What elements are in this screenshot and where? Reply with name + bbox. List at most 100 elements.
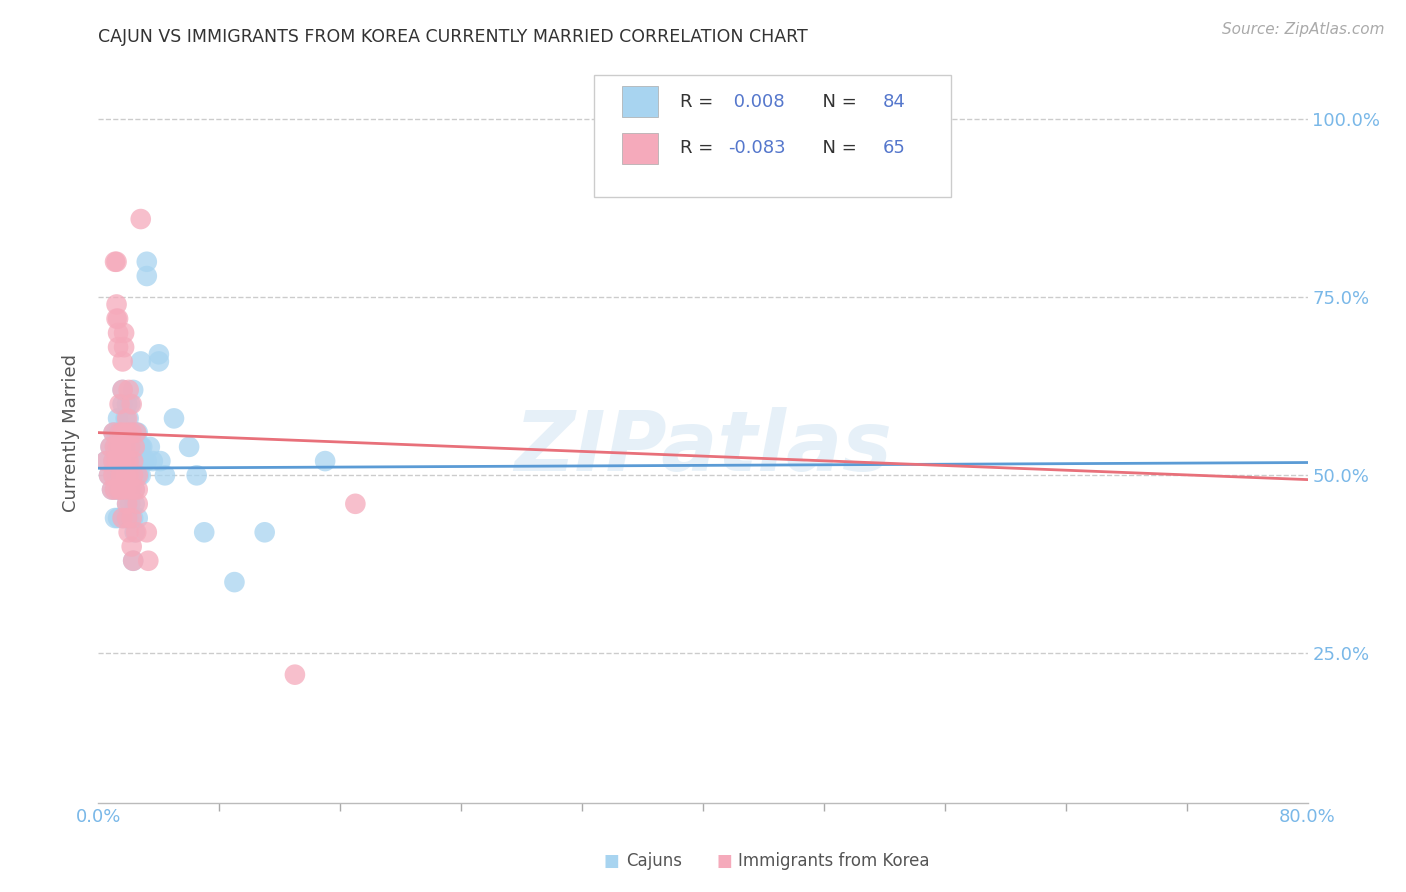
Text: 0.008: 0.008: [728, 93, 785, 111]
Point: [114, 483, 136, 497]
Point: [139, 440, 162, 454]
Text: N =: N =: [811, 93, 862, 111]
Point: [111, 511, 134, 525]
Point: [105, 454, 128, 468]
Point: [193, 525, 215, 540]
Point: [100, 440, 122, 454]
Point: [120, 397, 142, 411]
Text: Immigrants from Korea: Immigrants from Korea: [738, 852, 929, 870]
Point: [314, 454, 336, 468]
Point: [127, 425, 149, 440]
Point: [103, 468, 125, 483]
Point: [122, 454, 145, 468]
Point: [108, 454, 131, 468]
Point: [121, 425, 143, 440]
Text: CAJUN VS IMMIGRANTS FROM KOREA CURRENTLY MARRIED CORRELATION CHART: CAJUN VS IMMIGRANTS FROM KOREA CURRENTLY…: [98, 28, 808, 45]
Point: [118, 525, 141, 540]
Point: [127, 497, 149, 511]
Point: [107, 440, 129, 454]
Point: [105, 454, 128, 468]
Point: [115, 468, 138, 483]
Point: [103, 425, 125, 440]
Point: [114, 425, 136, 440]
Point: [107, 411, 129, 425]
Point: [104, 483, 127, 497]
Point: [122, 511, 145, 525]
Point: [108, 425, 131, 440]
Point: [253, 525, 276, 540]
Point: [111, 425, 134, 440]
Point: [114, 511, 136, 525]
Point: [104, 483, 127, 497]
Point: [120, 497, 142, 511]
Point: [115, 425, 138, 440]
Point: [135, 254, 157, 268]
Point: [115, 511, 138, 525]
Point: [121, 511, 143, 525]
Point: [108, 483, 131, 497]
Point: [122, 554, 145, 568]
Point: [103, 454, 125, 468]
Text: 65: 65: [883, 139, 905, 157]
Point: [124, 497, 146, 511]
Point: [125, 425, 148, 440]
Point: [115, 454, 138, 468]
Point: [101, 483, 124, 497]
Point: [135, 268, 157, 283]
Point: [107, 326, 129, 340]
Point: [120, 454, 142, 468]
Point: [114, 468, 136, 483]
Point: [124, 483, 146, 497]
Point: [128, 454, 150, 468]
Point: [120, 440, 142, 454]
Point: [112, 468, 135, 483]
Point: [107, 311, 129, 326]
Point: [110, 468, 132, 483]
Point: [103, 425, 125, 440]
Point: [115, 497, 138, 511]
Point: [122, 454, 145, 468]
Point: [112, 454, 135, 468]
Point: [108, 397, 131, 411]
Point: [114, 411, 136, 425]
Point: [104, 440, 127, 454]
Point: [105, 254, 128, 268]
Point: [94, 454, 117, 468]
Point: [111, 383, 134, 397]
Point: [135, 525, 157, 540]
Point: [110, 468, 132, 483]
Point: [125, 525, 148, 540]
Point: [127, 483, 149, 497]
Point: [103, 454, 125, 468]
Point: [129, 454, 152, 468]
Point: [107, 440, 129, 454]
Point: [163, 411, 186, 425]
Point: [104, 511, 127, 525]
Point: [124, 454, 146, 468]
Point: [124, 483, 146, 497]
Point: [115, 411, 138, 425]
Text: -0.083: -0.083: [728, 139, 786, 157]
Point: [108, 468, 131, 483]
Point: [118, 511, 141, 525]
Point: [118, 468, 141, 483]
Point: [118, 483, 141, 497]
Point: [120, 483, 142, 497]
Point: [129, 212, 152, 227]
Point: [122, 383, 145, 397]
Point: [105, 468, 128, 483]
Point: [121, 483, 143, 497]
Point: [118, 383, 141, 397]
Point: [153, 468, 176, 483]
Point: [114, 483, 136, 497]
Point: [121, 454, 143, 468]
Point: [128, 468, 150, 483]
Point: [114, 440, 136, 454]
Point: [148, 354, 170, 368]
Text: 84: 84: [883, 93, 905, 111]
Text: Source: ZipAtlas.com: Source: ZipAtlas.com: [1222, 22, 1385, 37]
Text: ■: ■: [603, 852, 620, 870]
Point: [107, 511, 129, 525]
Point: [105, 311, 128, 326]
Point: [132, 454, 155, 468]
